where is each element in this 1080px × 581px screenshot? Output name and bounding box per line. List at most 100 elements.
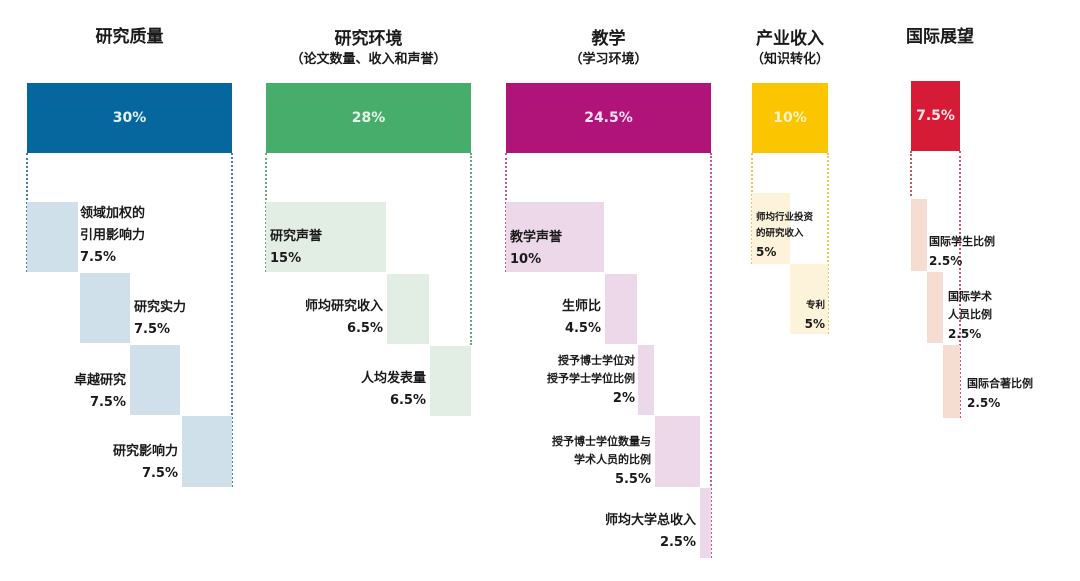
metric-block (638, 345, 654, 415)
dotted-guide-left (910, 151, 912, 196)
metric-block (506, 202, 604, 272)
metric-label: 专利 5% (790, 298, 825, 334)
metric-weight: 6.5% (346, 321, 383, 336)
metric-block (927, 272, 943, 343)
metric-label: 国际学生比例 2.5% (929, 233, 995, 271)
pillar-title: 研究质量 (27, 26, 232, 48)
metric-weight: 2.5% (659, 535, 696, 550)
metric-weight: 7.5% (89, 395, 126, 410)
metric-label: 研究影响力 7.5% (80, 441, 178, 485)
metric-name: 专利 (805, 300, 825, 311)
pillar-title-text: 产业收入 (756, 29, 824, 49)
metric-label: 人均发表量 6.5% (320, 368, 426, 412)
pillar-subtitle: （学习环境） (569, 52, 648, 67)
metric-weight: 2.5% (948, 327, 982, 341)
metric-weight: 5.5% (614, 472, 651, 487)
metric-block (911, 199, 927, 271)
metric-block (752, 193, 790, 264)
metric-name: 授予博士学位对 (558, 354, 635, 367)
metric-weight: 7.5% (141, 466, 178, 481)
metric-weight: 4.5% (564, 321, 601, 336)
metric-block (182, 416, 232, 487)
pillar-weight: 10% (773, 110, 807, 126)
pillar-title: 国际展望 (895, 26, 985, 48)
pillar-weight-bar: 28% (266, 83, 471, 153)
metric-name: 人均发表量 (360, 371, 426, 386)
metric-name: 国际学术 (948, 290, 992, 303)
pillar-title: 教学 （学习环境） (506, 28, 711, 70)
metric-name: 教学声誉 (510, 230, 563, 245)
pillar-weight-bar: 24.5% (506, 83, 711, 153)
metric-name: 国际合著比例 (967, 377, 1033, 390)
metric-weight: 2.5% (929, 254, 963, 268)
metric-block (790, 264, 828, 334)
metric-label: 师均行业投资 的研究收入 5% (756, 210, 813, 262)
metric-label: 授予博士学位对 授予学士学位比例 2% (520, 352, 635, 410)
metric-label: 授予博士学位数量与 学术人员的比例 5.5% (520, 433, 651, 491)
dotted-guide-right (710, 153, 712, 558)
pillar-weight: 28% (351, 110, 386, 126)
metric-weight: 6.5% (389, 393, 426, 408)
metric-name: 领域加权的 (80, 206, 146, 221)
pillar-weight-bar: 7.5% (911, 81, 960, 151)
pillar-weight-bar: 10% (752, 83, 828, 153)
metric-name-2: 人员比例 (948, 308, 992, 321)
pillar-weight-bar: 30% (27, 83, 232, 153)
metric-name: 卓越研究 (73, 373, 126, 388)
metric-name: 研究影响力 (112, 444, 178, 459)
pillar-title-text: 研究质量 (95, 27, 164, 47)
dotted-guide-right (959, 151, 961, 418)
metric-label: 生师比 4.5% (520, 296, 601, 340)
metric-name-2: 授予学士学位比例 (547, 372, 635, 385)
metric-block (700, 488, 711, 558)
metric-block (27, 202, 78, 272)
metric-label: 国际合著比例 2.5% (967, 375, 1033, 413)
metric-name-2: 的研究收入 (756, 228, 804, 239)
metric-weight: 2.5% (967, 396, 1001, 410)
metric-weight: 7.5% (134, 322, 171, 337)
metric-block (943, 345, 960, 418)
metric-label: 师均大学总收入 2.5% (560, 510, 696, 554)
pillar-title-text: 研究环境 (334, 29, 403, 49)
pillar-title-text: 教学 (591, 29, 626, 49)
metric-label: 国际学术 人员比例 2.5% (948, 288, 992, 344)
pillar-title: 研究环境 （论文数量、收入和声誉） (256, 28, 481, 70)
metric-name-2: 学术人员的比例 (574, 453, 651, 466)
metric-name: 研究声誉 (270, 229, 323, 244)
metric-label: 卓越研究 7.5% (40, 370, 126, 414)
metric-block (266, 202, 386, 272)
metric-weight: 10% (510, 252, 542, 267)
dotted-guide-right (470, 153, 472, 345)
metric-weight: 2% (612, 391, 635, 406)
metric-name: 生师比 (561, 299, 601, 314)
metric-weight: 5% (804, 317, 825, 331)
metric-name-2: 引用影响力 (80, 228, 146, 243)
metric-label: 教学声誉 10% (510, 227, 562, 271)
metric-name: 师均大学总收入 (604, 513, 696, 528)
metric-label: 研究声誉 15% (270, 226, 322, 270)
metric-weight: 7.5% (80, 250, 117, 265)
metric-label: 师均研究收入 6.5% (270, 296, 383, 340)
metric-name: 研究实力 (134, 300, 187, 315)
metric-name: 授予博士学位数量与 (552, 435, 651, 448)
metric-block (387, 274, 429, 344)
pillar-weight: 24.5% (584, 110, 633, 126)
pillar-weight: 7.5% (916, 108, 955, 124)
metric-label: 研究实力 7.5% (134, 297, 186, 341)
pillar-weight: 30% (112, 110, 147, 126)
metric-weight: 15% (270, 251, 302, 266)
metric-name: 国际学生比例 (929, 235, 995, 248)
dotted-guide-right (827, 153, 829, 334)
pillar-subtitle: （知识转化） (750, 52, 829, 67)
metric-block (130, 345, 180, 415)
metric-block (605, 274, 637, 344)
metric-label: 领域加权的 引用影响力 7.5% (80, 203, 145, 269)
metric-name: 师均行业投资 (756, 212, 814, 223)
pillar-title-text: 国际展望 (906, 27, 974, 47)
pillar-subtitle: （论文数量、收入和声誉） (290, 52, 447, 67)
metric-weight: 5% (756, 245, 777, 259)
metric-block (430, 346, 471, 416)
dotted-guide-right (231, 153, 233, 487)
metric-block (80, 273, 130, 343)
metric-block (655, 416, 700, 487)
